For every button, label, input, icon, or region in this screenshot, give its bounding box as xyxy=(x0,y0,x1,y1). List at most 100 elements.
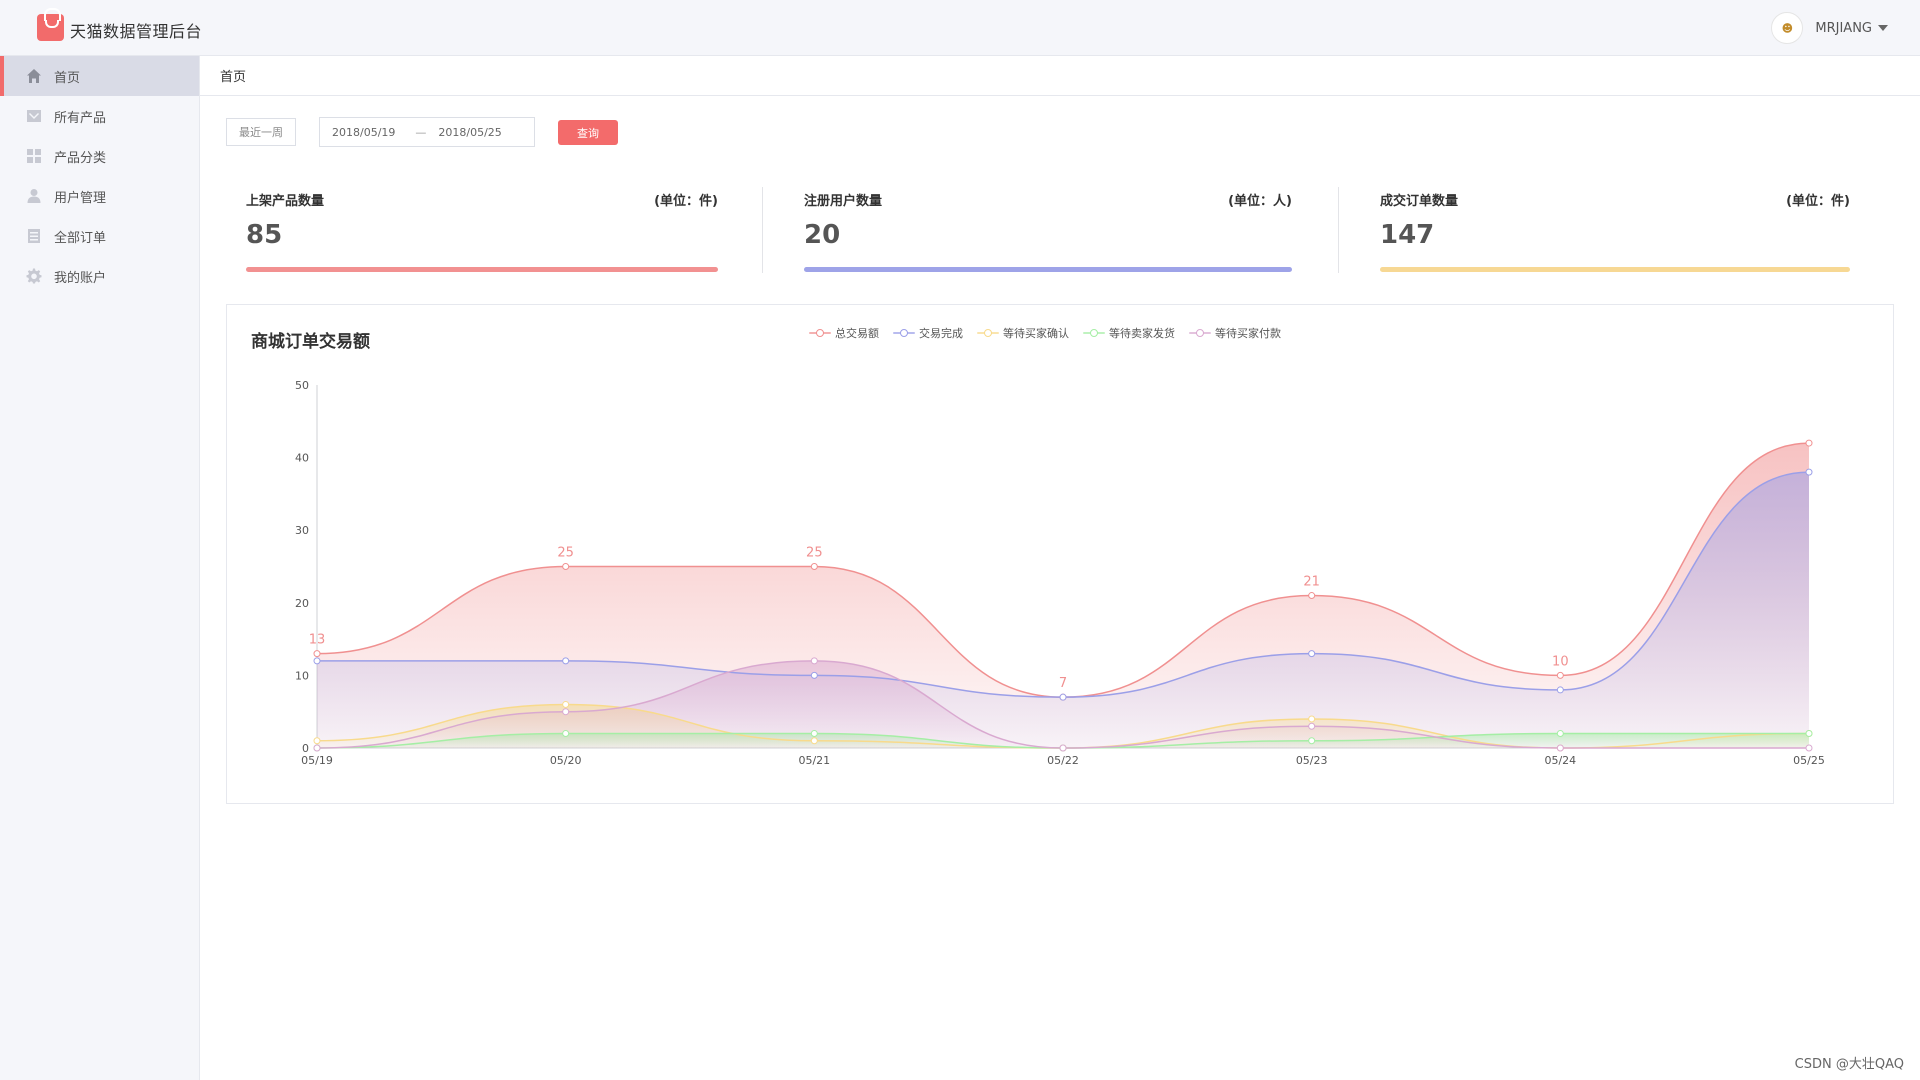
order-chart-panel: 商城订单交易额 总交易额 交易完成 等待买家确认 等待卖家发货 等待买家付款 0… xyxy=(226,304,1894,804)
y-tick-label: 20 xyxy=(295,597,309,610)
chart-legend: 总交易额 交易完成 等待买家确认 等待卖家发货 等待买家付款 xyxy=(809,325,1295,341)
data-point xyxy=(810,737,818,745)
data-point xyxy=(1556,729,1564,737)
legend-label: 等待买家付款 xyxy=(1215,327,1281,340)
sidebar: 首页 所有产品 产品分类 用户管理 全部订单 我的账户 xyxy=(0,56,200,1080)
x-tick-label: 05/24 xyxy=(1544,754,1576,767)
sidebar-item-label: 产品分类 xyxy=(54,150,107,166)
data-point xyxy=(1556,744,1564,752)
stat-divider xyxy=(762,187,763,273)
stat-bar xyxy=(1380,267,1850,272)
data-point xyxy=(1805,468,1813,476)
legend-item[interactable]: 等待买家付款 xyxy=(1189,325,1281,341)
stat-title: 注册用户数量 xyxy=(804,194,883,209)
x-tick-label: 05/23 xyxy=(1296,754,1328,767)
data-point xyxy=(313,737,321,745)
data-point xyxy=(313,650,321,658)
legend-item[interactable]: 等待买家确认 xyxy=(977,325,1069,341)
series-line xyxy=(317,471,1810,698)
stat-unit: (单位：件) xyxy=(654,194,718,209)
stat-value: 85 xyxy=(246,220,283,250)
sidebar-item-label: 用户管理 xyxy=(54,190,107,206)
data-point xyxy=(562,729,570,737)
data-label: 7 xyxy=(1059,676,1067,691)
avatar[interactable]: ☻ xyxy=(1771,12,1804,44)
data-point xyxy=(1308,592,1316,600)
stat-unit: (单位：件) xyxy=(1786,194,1850,209)
sidebar-item-category[interactable]: 产品分类 xyxy=(0,136,199,176)
data-point xyxy=(1805,729,1813,737)
data-point xyxy=(1556,686,1564,694)
legend-swatch xyxy=(1083,328,1105,338)
products-icon xyxy=(26,108,42,124)
sidebar-item-orders[interactable]: 全部订单 xyxy=(0,216,199,256)
home-icon xyxy=(26,68,42,84)
sidebar-item-label: 所有产品 xyxy=(54,110,107,126)
sidebar-item-label: 我的账户 xyxy=(54,270,107,286)
legend-swatch xyxy=(893,328,915,338)
shopping-bag-logo-icon xyxy=(37,8,64,41)
data-point xyxy=(1556,671,1564,679)
sidebar-item-label: 首页 xyxy=(54,70,81,86)
series-area xyxy=(317,472,1809,748)
x-tick-label: 05/21 xyxy=(798,754,830,767)
legend-item[interactable]: 总交易额 xyxy=(809,325,879,341)
watermark: CSDN @大壮QAQ xyxy=(1794,1057,1904,1072)
data-point xyxy=(1059,693,1067,701)
legend-label: 等待买家确认 xyxy=(1003,327,1069,340)
x-tick-label: 05/19 xyxy=(301,754,333,767)
breadcrumb-current: 首页 xyxy=(220,70,247,85)
sidebar-item-account[interactable]: 我的账户 xyxy=(0,256,199,296)
data-point xyxy=(1059,744,1067,752)
user-icon xyxy=(26,188,42,204)
stat-divider xyxy=(1338,187,1339,273)
user-name[interactable]: MRJIANG xyxy=(1815,20,1872,36)
legend-label: 交易完成 xyxy=(919,327,963,340)
data-point xyxy=(810,657,818,665)
y-tick-label: 40 xyxy=(295,452,309,465)
x-tick-label: 05/22 xyxy=(1047,754,1079,767)
query-button[interactable]: 查询 xyxy=(558,120,618,145)
gear-icon xyxy=(26,268,42,284)
recent-week-button[interactable]: 最近一周 xyxy=(226,118,296,146)
user-menu[interactable]: ☻ MRJIANG xyxy=(1771,12,1888,44)
sidebar-item-products[interactable]: 所有产品 xyxy=(0,96,199,136)
date-range-picker[interactable]: 2018/05/19 — 2018/05/25 xyxy=(319,117,535,147)
legend-swatch xyxy=(1189,328,1211,338)
data-point xyxy=(1308,715,1316,723)
data-point xyxy=(313,657,321,665)
stat-title: 上架产品数量 xyxy=(246,194,325,209)
data-point xyxy=(562,708,570,716)
y-tick-label: 0 xyxy=(302,742,309,755)
stat-bar xyxy=(804,267,1292,272)
data-point xyxy=(313,744,321,752)
x-tick-label: 05/20 xyxy=(550,754,582,767)
legend-swatch xyxy=(977,328,999,338)
category-icon xyxy=(26,148,42,164)
stat-value: 20 xyxy=(804,220,841,250)
data-label: 21 xyxy=(1303,575,1320,590)
data-label: 13 xyxy=(309,633,326,648)
legend-item[interactable]: 等待卖家发货 xyxy=(1083,325,1175,341)
y-tick-label: 30 xyxy=(295,524,309,537)
data-point xyxy=(1805,439,1813,447)
date-separator: — xyxy=(415,125,427,139)
legend-label: 等待卖家发货 xyxy=(1109,327,1175,340)
x-tick-label: 05/25 xyxy=(1793,754,1825,767)
caret-down-icon[interactable] xyxy=(1878,25,1888,31)
legend-item[interactable]: 交易完成 xyxy=(893,325,963,341)
sidebar-item-users[interactable]: 用户管理 xyxy=(0,176,199,216)
start-date-field[interactable]: 2018/05/19 xyxy=(332,125,396,139)
series-area xyxy=(317,660,1809,748)
data-point xyxy=(810,729,818,737)
breadcrumb: 首页 xyxy=(200,56,1920,96)
data-point xyxy=(810,671,818,679)
data-point xyxy=(1805,744,1813,752)
data-label: 25 xyxy=(557,546,574,561)
orders-icon xyxy=(26,228,42,244)
stat-title: 成交订单数量 xyxy=(1380,194,1459,209)
data-point xyxy=(562,657,570,665)
sidebar-item-home[interactable]: 首页 xyxy=(0,56,199,96)
app-title: 天猫数据管理后台 xyxy=(70,22,203,41)
end-date-field[interactable]: 2018/05/25 xyxy=(438,125,502,139)
